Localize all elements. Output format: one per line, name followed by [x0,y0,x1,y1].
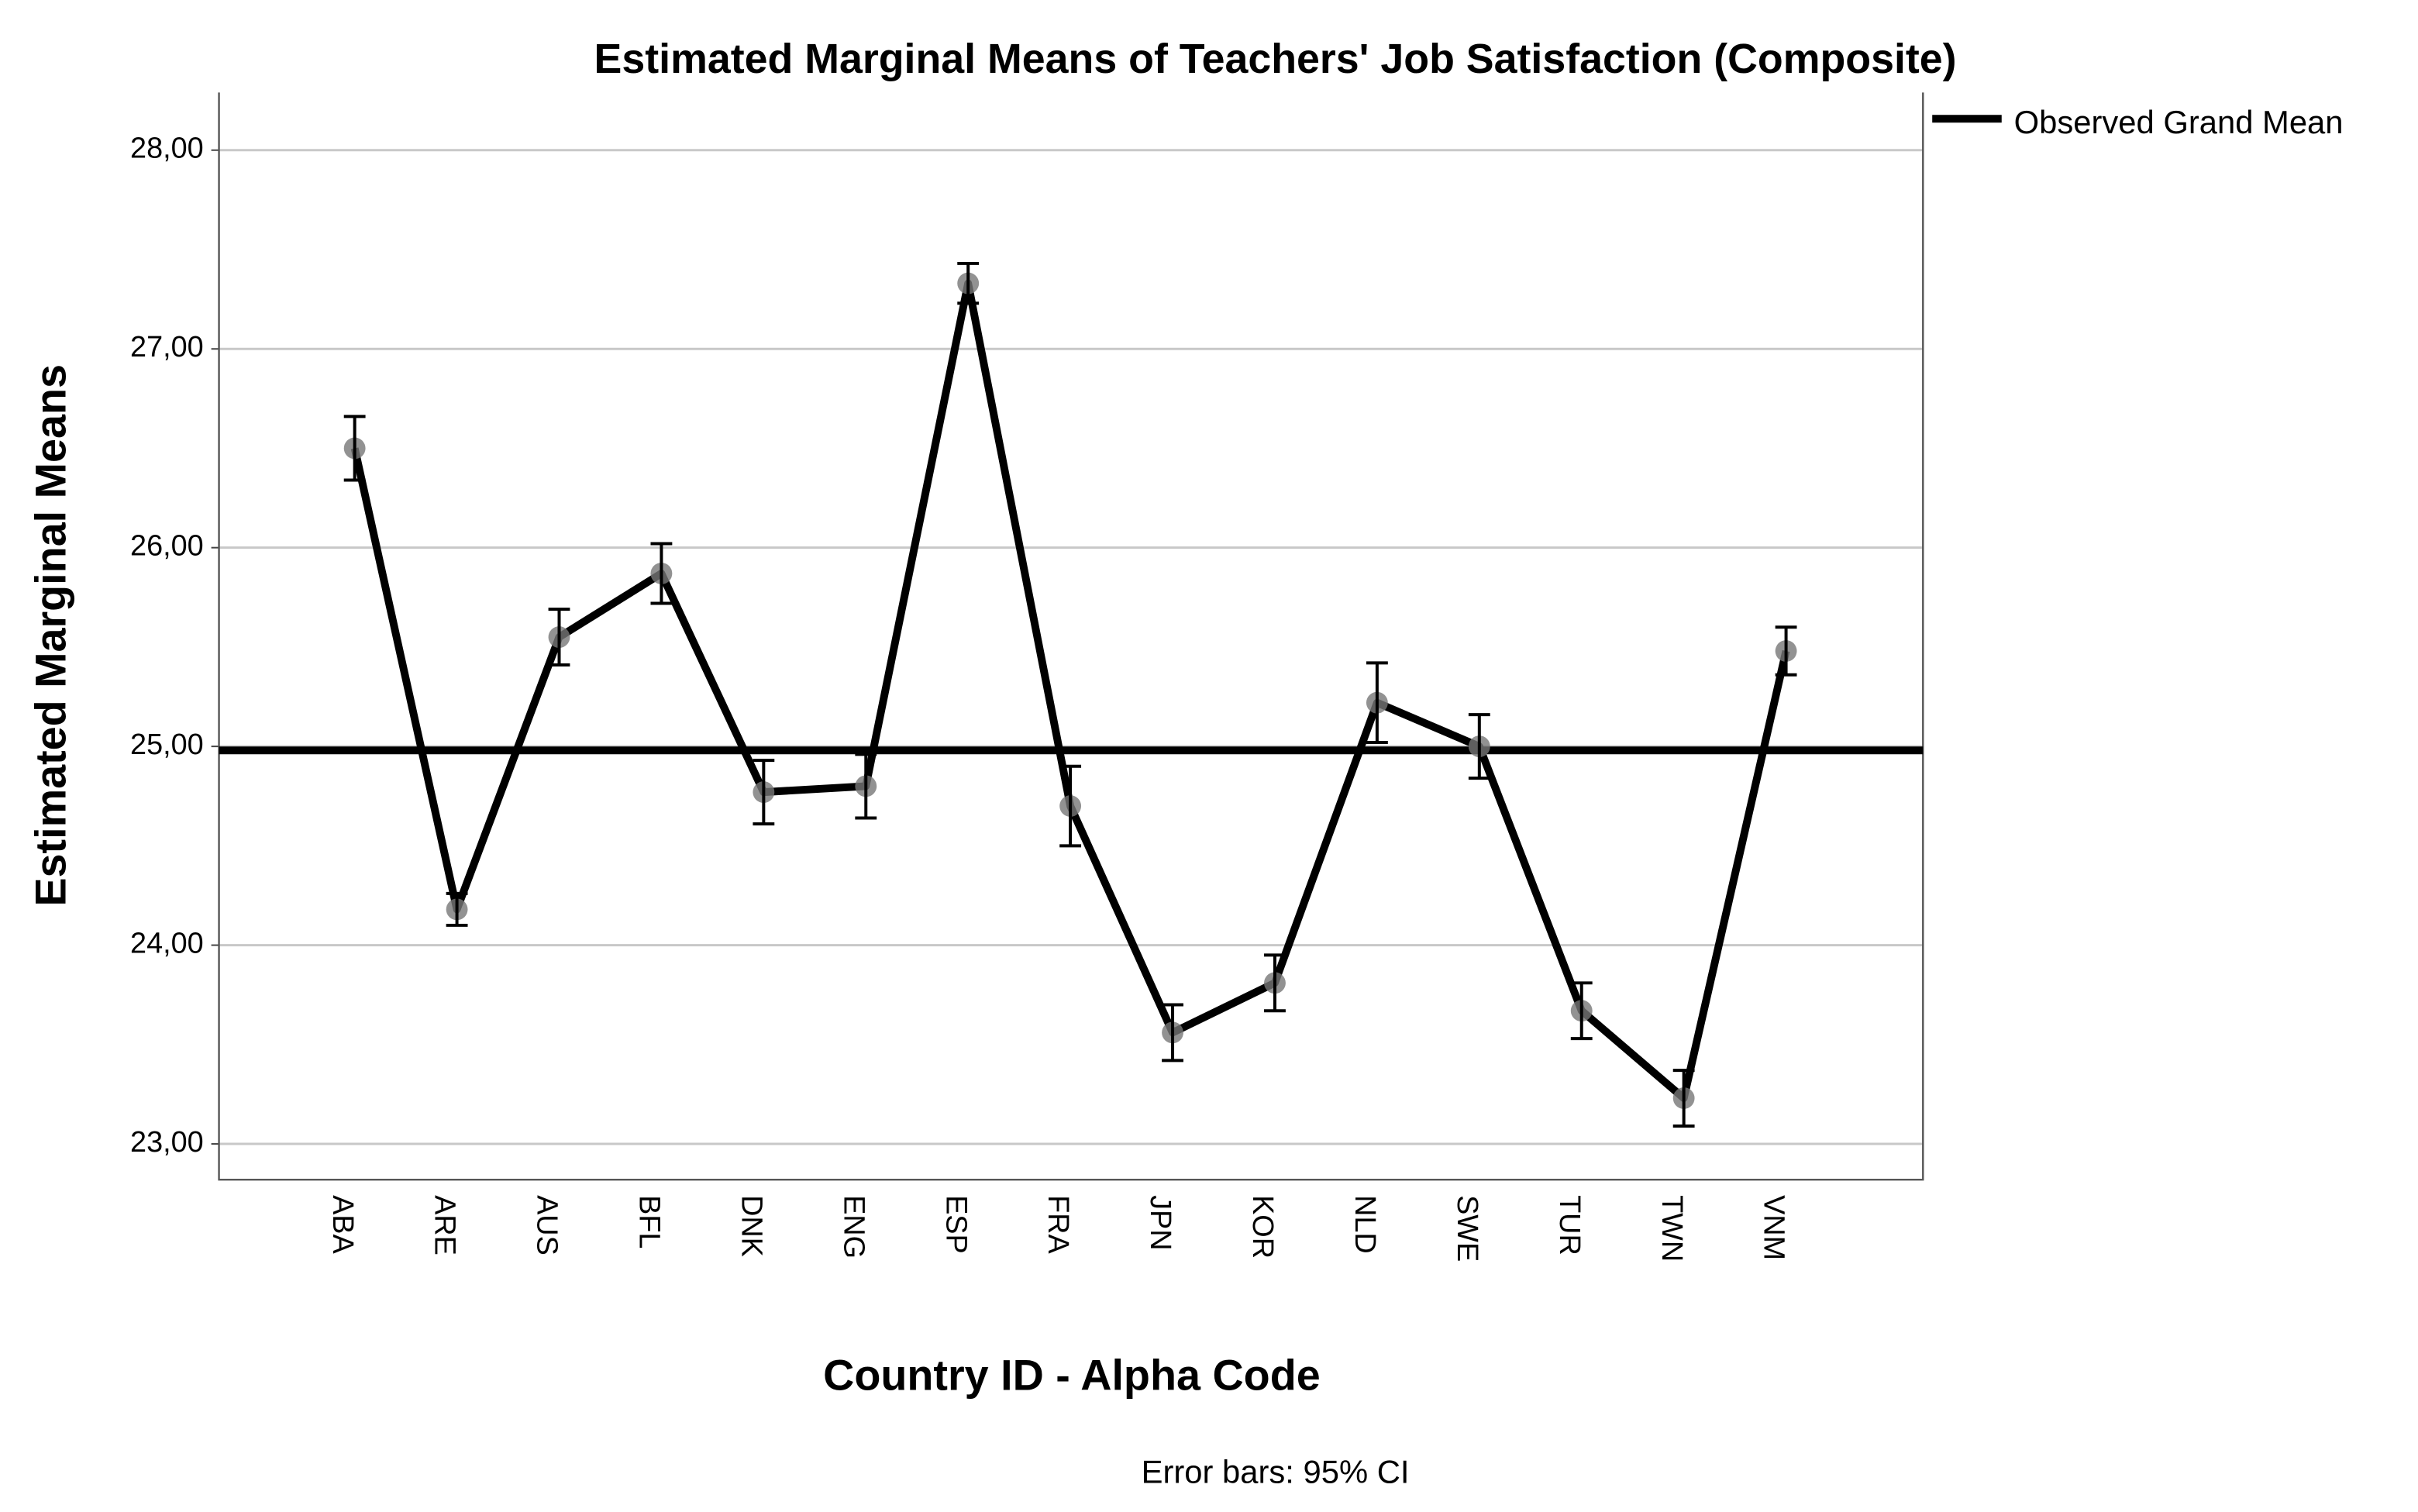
x-tick-label: ESP [939,1195,972,1254]
error-bar [1570,981,1593,1041]
error-bar [446,891,468,927]
x-tick-label: TUR [1553,1195,1586,1255]
chart-title: Estimated Marginal Means of Teachers' Jo… [594,36,1957,82]
error-bar [1162,1003,1183,1063]
x-tick-label: KOR [1246,1195,1279,1259]
x-tick-label: FRA [1042,1195,1074,1254]
error-bar [1672,1069,1695,1128]
error-bar [1775,625,1797,677]
error-bar [1264,953,1286,1013]
error-bar [855,753,877,820]
x-tick-label: DNK [735,1195,767,1257]
note: Error bars: 95% CI [1142,1453,1410,1490]
error-bar [753,759,775,826]
x-tick-label: SWE [1451,1195,1483,1262]
y-tick-label: 26,00 [130,530,204,563]
x-tick-label: BFL [633,1195,666,1249]
error-bar [1366,661,1388,744]
x-tick-label: ABA [326,1195,359,1254]
x-axis-title: Country ID - Alpha Code [823,1352,1321,1400]
error-bar [343,415,366,482]
y-tick-label: 23,00 [130,1126,204,1159]
legend-label: Observed Grand Mean [2014,104,2344,140]
error-bar [957,261,980,305]
y-tick-label: 27,00 [130,331,204,363]
x-tick-label: ARE [429,1195,461,1255]
x-tick-label: VNM [1758,1195,1790,1260]
y-tick-label: 25,00 [130,728,204,761]
error-bar [1059,764,1082,848]
x-tick-label: ENG [837,1195,870,1259]
y-axis-title: Estimated Marginal Means [26,364,74,907]
error-bar [1468,713,1490,780]
x-tick-label: JPN [1144,1195,1176,1250]
series-line [350,279,1790,1103]
x-tick-label: AUS [531,1195,563,1255]
axis-frame [218,92,1924,1181]
error-bar [650,542,673,605]
x-tick-label: NLD [1348,1195,1381,1254]
y-tick-label: 28,00 [130,133,204,165]
error-bar [548,608,570,666]
y-tick-label: 24,00 [130,928,204,960]
x-tick-label: TWN [1655,1195,1688,1262]
